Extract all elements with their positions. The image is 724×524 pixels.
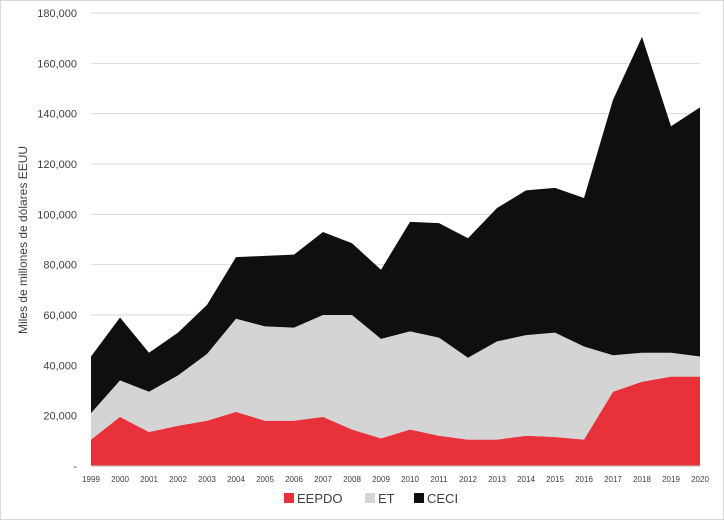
x-tick-label: 2014 [517, 475, 535, 484]
x-tick-label: 2019 [662, 475, 680, 484]
y-tick-label: 100,000 [37, 209, 77, 221]
y-tick-label: 140,000 [37, 109, 77, 121]
y-axis-ticks: - 20,000 40,000 60,000 80,000 100,000 120,000 1… [37, 8, 77, 473]
x-tick-label: 2002 [169, 475, 187, 484]
x-tick-label: 2003 [198, 475, 216, 484]
legend-swatch-eepdo [284, 493, 294, 503]
x-tick-label: 2020 [691, 475, 709, 484]
legend: EEPDO ET CECI [284, 491, 458, 506]
series-areas [91, 36, 700, 466]
y-tick-label: 60,000 [43, 310, 77, 322]
x-tick-label: 2017 [604, 475, 622, 484]
y-axis-label: Miles de millones de dólares EEUU [16, 146, 30, 334]
y-tick-label: 40,000 [43, 360, 77, 372]
x-tick-label: 2004 [227, 475, 245, 484]
legend-label-et: ET [378, 491, 395, 506]
x-tick-label: 2011 [430, 475, 448, 484]
y-tick-label: 20,000 [43, 411, 77, 423]
legend-label-eepdo: EEPDO [297, 491, 343, 506]
x-tick-label: 2007 [314, 475, 332, 484]
legend-label-ceci: CECI [427, 491, 458, 506]
x-tick-label: 2010 [401, 475, 419, 484]
x-tick-label: 2001 [140, 475, 158, 484]
x-tick-label: 2018 [633, 475, 651, 484]
y-tick-label: 120,000 [37, 159, 77, 171]
x-tick-label: 2005 [256, 475, 274, 484]
x-tick-label: 2016 [575, 475, 593, 484]
x-tick-label: 2000 [111, 475, 129, 484]
series-area-eepdo [91, 376, 700, 466]
x-tick-label: 2008 [343, 475, 361, 484]
y-tick-label: - [73, 461, 77, 473]
y-tick-label: 160,000 [37, 58, 77, 70]
x-tick-label: 2013 [488, 475, 506, 484]
y-tick-label: 80,000 [43, 260, 77, 272]
x-axis-ticks: 1999 2000 2001 2002 2003 2004 2005 2006 2007 2008… [82, 475, 709, 484]
x-tick-label: 2015 [546, 475, 564, 484]
series-area-ceci [91, 36, 700, 414]
legend-swatch-ceci [414, 493, 424, 503]
x-tick-label: 1999 [82, 475, 100, 484]
series-area-et [91, 315, 700, 440]
x-tick-label: 2012 [459, 475, 477, 484]
y-tick-label: 180,000 [37, 8, 77, 20]
x-tick-label: 2006 [285, 475, 303, 484]
x-tick-label: 2009 [372, 475, 390, 484]
legend-swatch-et [365, 493, 375, 503]
